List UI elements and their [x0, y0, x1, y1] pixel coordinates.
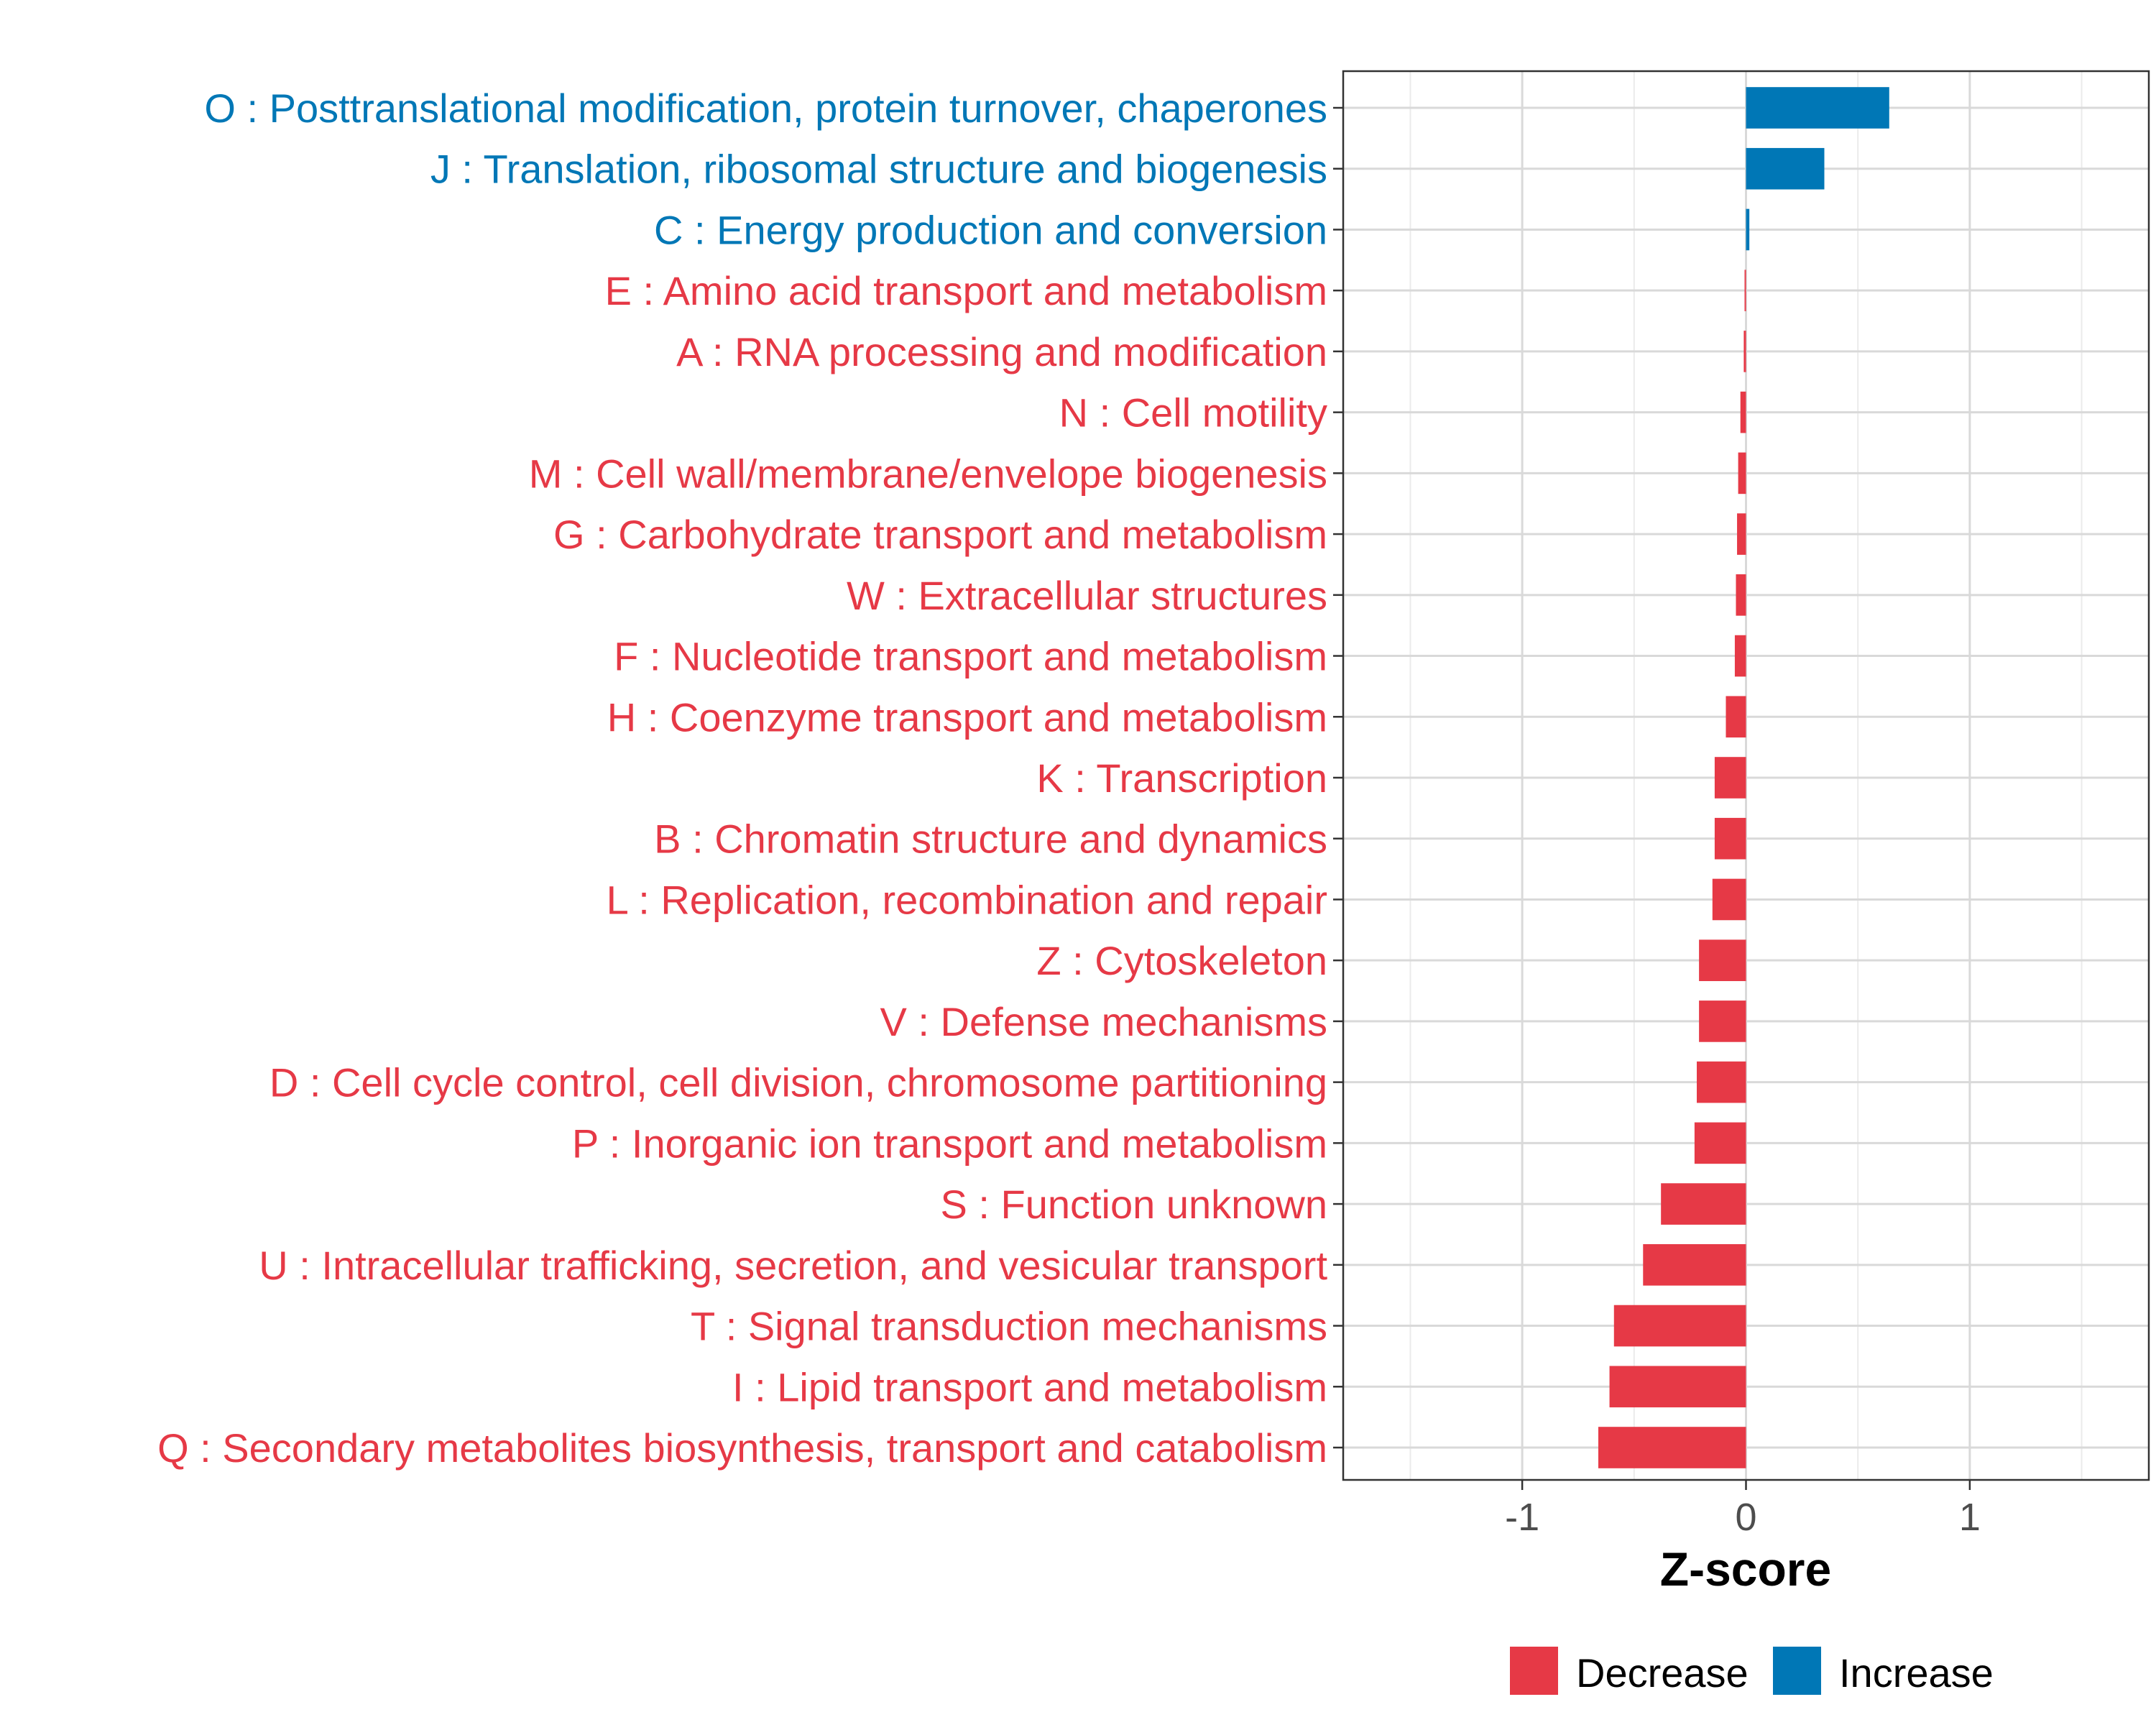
category-label: V : Defense mechanisms [880, 999, 1327, 1044]
bar [1746, 208, 1750, 251]
x-axis-title: Z-score [1660, 1542, 1831, 1596]
category-label: G : Carbohydrate transport and metabolis… [553, 512, 1327, 557]
legend-swatch-increase [1773, 1647, 1821, 1695]
bar [1737, 513, 1746, 555]
x-tick-label: -1 [1505, 1496, 1539, 1539]
bar [1740, 391, 1746, 433]
category-label: T : Signal transduction mechanisms [691, 1304, 1327, 1349]
bar [1744, 270, 1746, 311]
bar [1613, 1305, 1746, 1347]
legend-label-increase: Increase [1839, 1650, 1994, 1696]
y-axis-ticks [1333, 106, 1343, 1449]
legend-swatch-decrease [1510, 1647, 1558, 1695]
category-label: O : Posttranslational modification, prot… [204, 86, 1327, 131]
bar [1712, 878, 1746, 921]
category-label: W : Extracellular structures [847, 573, 1327, 618]
category-label: I : Lipid transport and metabolism [732, 1364, 1327, 1409]
category-label: E : Amino acid transport and metabolism [605, 268, 1327, 313]
category-label: Q : Secondary metabolites biosynthesis, … [157, 1425, 1327, 1471]
category-label: K : Transcription [1036, 755, 1327, 801]
bar [1598, 1427, 1746, 1468]
y-axis-labels: O : Posttranslational modification, prot… [157, 86, 1327, 1471]
legend: Decrease Increase [1510, 1647, 1994, 1696]
bar [1726, 696, 1746, 738]
x-axis-labels: -1 0 1 [1505, 1496, 1981, 1539]
bar [1736, 574, 1746, 616]
x-tick-label: 1 [1959, 1496, 1981, 1539]
category-label: J : Translation, ribosomal structure and… [430, 147, 1327, 192]
category-label: A : RNA processing and modification [676, 329, 1327, 374]
bar [1714, 757, 1746, 799]
bar [1694, 1122, 1746, 1164]
bar [1696, 1061, 1746, 1103]
category-label: N : Cell motility [1059, 390, 1327, 436]
category-label: P : Inorganic ion transport and metaboli… [572, 1121, 1327, 1166]
category-label: D : Cell cycle control, cell division, c… [270, 1060, 1327, 1105]
bar [1699, 939, 1746, 981]
category-label: S : Function unknown [940, 1182, 1327, 1227]
minor-grid [1409, 71, 2083, 1480]
bar [1661, 1183, 1746, 1225]
category-label: C : Energy production and conversion [654, 207, 1327, 252]
category-label: F : Nucleotide transport and metabolism [614, 634, 1327, 679]
bar [1738, 452, 1746, 494]
x-tick-label: 0 [1735, 1496, 1756, 1539]
bar [1699, 1000, 1746, 1042]
x-axis-ticks [1521, 1480, 1971, 1490]
legend-label-decrease: Decrease [1576, 1650, 1749, 1696]
category-label: L : Replication, recombination and repai… [607, 877, 1327, 922]
bars [1598, 87, 1889, 1468]
bar [1734, 635, 1746, 677]
bar [1609, 1366, 1746, 1408]
bar [1743, 331, 1746, 372]
category-label: U : Intracellular trafficking, secretion… [259, 1243, 1327, 1288]
bar [1746, 147, 1825, 190]
bar [1643, 1244, 1746, 1286]
bar [1714, 817, 1746, 860]
category-label: H : Coenzyme transport and metabolism [607, 694, 1327, 740]
category-label: M : Cell wall/membrane/envelope biogenes… [529, 451, 1327, 496]
bar [1746, 87, 1889, 129]
category-label: B : Chromatin structure and dynamics [654, 816, 1327, 862]
category-label: Z : Cytoskeleton [1036, 938, 1327, 983]
